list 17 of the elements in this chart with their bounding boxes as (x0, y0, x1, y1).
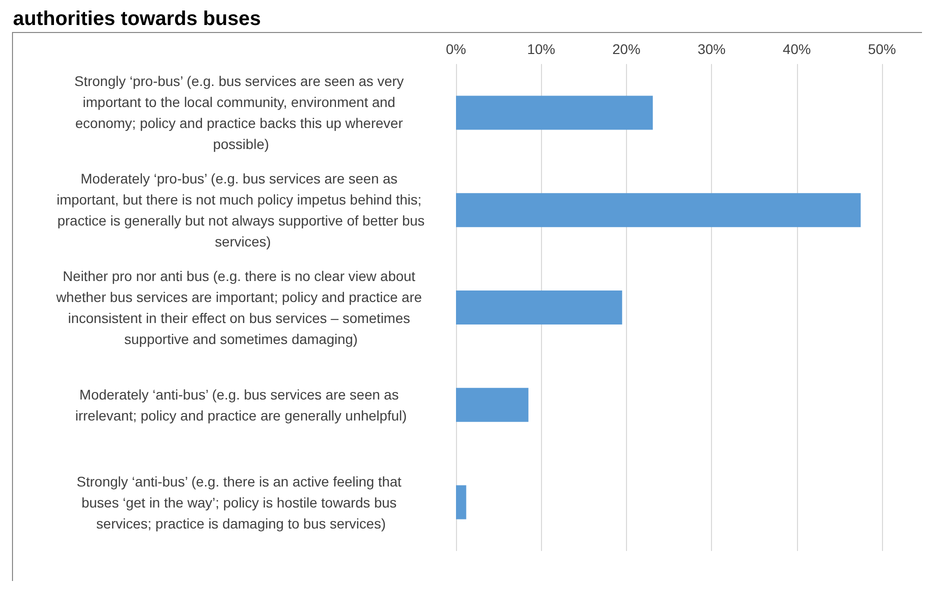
x-tick-label: 50% (868, 41, 896, 57)
x-tick-label: 40% (782, 41, 811, 57)
x-tick-label: 30% (698, 41, 726, 57)
y-tick-label: Moderately ‘pro-bus’ (e.g. bus services are seen as important, but there is not much policy impetus behind this; practice is generally but not always supportive of better bus services) (56, 170, 426, 250)
x-tick-label: 10% (527, 41, 556, 57)
bar (456, 193, 861, 228)
y-tick-label: Strongly ‘anti-bus’ (e.g. there is an active feeling that buses ‘get in the way’; policy is hostile towards bus services; practice is damaging to bus services) (76, 473, 406, 532)
y-tick-label: Strongly ‘pro-bus’ (e.g. bus services are seen as very important to the local community, environment and economy; policy and practice backs this up wherever possible) (74, 73, 408, 152)
bar (456, 290, 622, 324)
y-tick-label: Moderately ‘anti-bus’ (e.g. bus services are seen as irrelevant; policy and practice are generally unhelpful) (75, 386, 407, 424)
x-tick-label: 0% (446, 41, 466, 57)
bar (456, 388, 528, 422)
y-tick-label: Neither pro nor anti bus (e.g. there is no clear view about whether bus services are important; policy and practice are inconsistent in their effect on bus services – sometimes supportive and sometimes damaging) (55, 268, 426, 347)
x-tick-label: 20% (612, 41, 640, 57)
bar (456, 96, 653, 130)
bar (456, 485, 466, 520)
text: authorities towards buses (13, 8, 261, 30)
